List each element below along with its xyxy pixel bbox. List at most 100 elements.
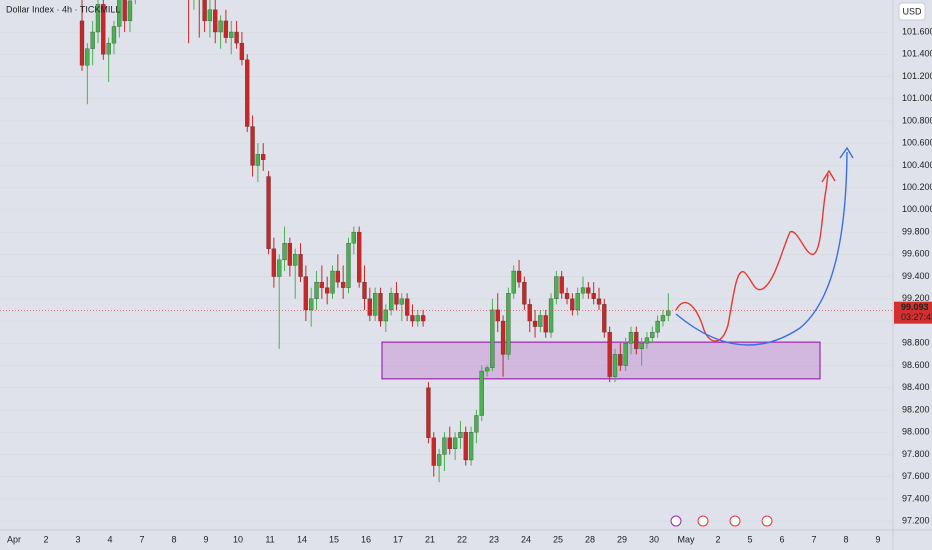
candle-body — [234, 31, 239, 44]
x-tick-label: 2 — [715, 534, 720, 544]
candle-body — [484, 367, 490, 372]
last-price-label: 99.093 — [901, 302, 929, 312]
x-tick-label: 10 — [233, 534, 243, 544]
candle-body — [650, 331, 655, 338]
candle-body — [127, 0, 133, 22]
candle-body — [511, 270, 516, 294]
candle-body — [623, 343, 628, 366]
candle-body — [357, 231, 362, 283]
candle-body — [106, 42, 111, 55]
x-tick-label: 7 — [139, 534, 144, 544]
candle-body — [618, 354, 623, 366]
candle-body — [426, 387, 431, 438]
candle-body — [404, 298, 410, 316]
red-projection — [675, 173, 829, 342]
x-tick-label: 2 — [43, 534, 48, 544]
candle-body — [293, 254, 298, 266]
candle-body — [500, 320, 506, 355]
last-price-box — [894, 301, 932, 324]
candle-body — [602, 304, 607, 333]
x-tick-label: 17 — [393, 534, 403, 544]
candle-body — [378, 293, 383, 322]
x-tick-label: 23 — [489, 534, 499, 544]
y-tick-label: 99.800 — [902, 226, 930, 236]
currency: USD — [902, 6, 922, 16]
candle-body — [101, 4, 106, 55]
candle-body — [346, 243, 351, 288]
y-tick-label: 100.400 — [902, 160, 932, 170]
candle-body — [261, 154, 266, 160]
candle-body — [271, 248, 277, 277]
y-tick-label: 101.600 — [902, 26, 932, 36]
candle-body — [298, 254, 303, 277]
candle-body — [527, 304, 532, 322]
candle-body — [309, 298, 314, 311]
y-tick-label: 98.400 — [902, 382, 930, 392]
event-icon[interactable] — [697, 515, 709, 527]
x-tick-label: 6 — [779, 534, 784, 544]
candle-body — [218, 20, 223, 33]
x-tick-label: 5 — [747, 534, 752, 544]
candle-body — [362, 281, 367, 299]
countdown: 03:27:42 — [901, 312, 932, 322]
candle-body — [634, 331, 639, 349]
x-tick-label: 15 — [329, 534, 339, 544]
event-icon[interactable] — [761, 515, 773, 527]
currency-box[interactable] — [898, 2, 926, 21]
candle-body — [586, 287, 591, 294]
event-icon[interactable] — [729, 515, 741, 527]
candle-body — [245, 59, 250, 127]
candle-body — [655, 320, 660, 333]
y-tick-label: 98.800 — [902, 338, 930, 348]
candle-body — [394, 293, 399, 305]
candle-body — [490, 309, 495, 368]
candle-body — [436, 454, 442, 466]
y-tick-label: 98.600 — [902, 360, 930, 370]
y-tick-label: 97.800 — [902, 449, 930, 459]
candle-body — [548, 298, 554, 333]
candle-body — [591, 293, 596, 299]
events — [670, 515, 773, 527]
chart-title: Dollar Index · 4h · TICKMILL — [6, 4, 120, 14]
candle-body — [117, 0, 122, 27]
y-tick-label: 98.200 — [902, 404, 930, 414]
candle-body — [442, 437, 447, 455]
x-tick-label: Apr — [7, 534, 21, 544]
candle-body — [229, 31, 234, 38]
candle-body — [79, 20, 85, 66]
x-tick-label: 30 — [649, 534, 659, 544]
candle-body — [607, 331, 612, 377]
y-tick-label: 97.200 — [902, 515, 930, 525]
candle-body — [516, 270, 522, 283]
candle-body — [282, 243, 287, 261]
plot-area — [0, 0, 893, 483]
y-tick-label: 101.200 — [902, 71, 932, 81]
x-tick-label: 8 — [843, 534, 848, 544]
candle-body — [213, 9, 218, 33]
event-icon[interactable] — [670, 515, 682, 527]
x-tick-label: 11 — [265, 534, 274, 544]
candle-body — [463, 432, 468, 461]
candle-body — [410, 315, 415, 322]
candle-body — [341, 281, 346, 288]
candle-body — [415, 315, 420, 322]
candle-body — [538, 315, 543, 327]
x-tick-label: 25 — [553, 534, 563, 544]
blue-arrow-head — [839, 146, 854, 159]
candle-body — [351, 231, 356, 244]
candle-body — [575, 293, 580, 311]
blue-projection — [675, 151, 848, 346]
x-tick-label: 8 — [171, 534, 176, 544]
candle-body — [639, 343, 644, 349]
candle-body — [90, 31, 95, 49]
x-tick-label: 24 — [521, 534, 531, 544]
candle-body — [612, 354, 618, 377]
x-tick-label: 16 — [361, 534, 371, 544]
x-tick-label: 21 — [425, 534, 435, 544]
candle-body — [367, 298, 372, 316]
x-tick-label: 14 — [297, 534, 307, 544]
candle-body — [95, 4, 101, 33]
candle-body — [325, 287, 330, 294]
candle-body — [85, 48, 90, 66]
